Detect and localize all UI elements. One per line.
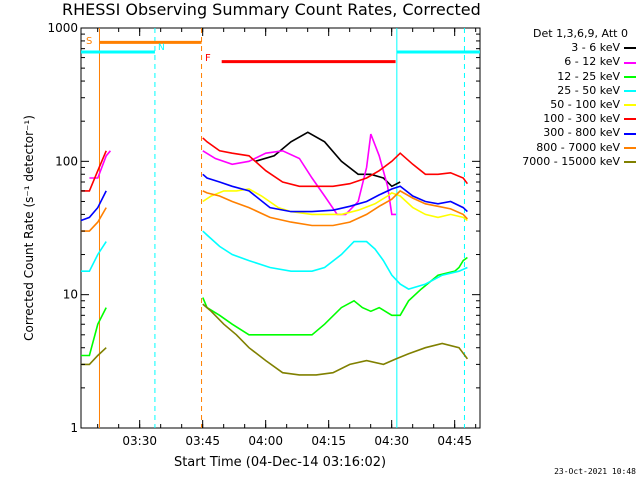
legend-item: 25 - 50 keV: [484, 84, 636, 98]
x-tick-label: 04:30: [374, 434, 409, 448]
y-tick-label: 1000: [47, 21, 78, 35]
series-lines: [80, 131, 469, 376]
series-line-5: [81, 150, 107, 192]
legend-swatch: [624, 47, 636, 50]
legend-item: 12 - 25 keV: [484, 70, 636, 84]
series-line-6: [80, 190, 107, 222]
series-line-3: [81, 241, 107, 272]
x-axis-label: Start Time (04-Dec-14 03:16:02): [174, 455, 386, 470]
timestamp: 23-Oct-2021 10:48: [554, 467, 636, 476]
legend-swatch: [624, 61, 636, 64]
plot-frame: [80, 27, 481, 429]
x-axis: 03:30 03:45 04:00 04:15 04:30 04:45: [97, 28, 477, 448]
legend-item: 100 - 300 keV: [484, 112, 636, 126]
legend-rows: 3 - 6 keV 6 - 12 keV 12 - 25 keV 25 - 50 ke…: [484, 41, 636, 169]
series-line-5: [202, 137, 469, 188]
legend-swatch: [624, 75, 636, 78]
legend: Det 1,3,6,9, Att 0 3 - 6 keV 6 - 12 keV 12…: [484, 27, 636, 169]
legend-header: Det 1,3,6,9, Att 0: [533, 27, 628, 40]
legend-swatch: [624, 132, 636, 135]
legend-swatch: [624, 160, 636, 163]
series-line-3: [202, 230, 468, 290]
series-line-8: [81, 347, 107, 366]
series-line-2: [81, 307, 107, 357]
legend-label: 25 - 50 keV: [557, 83, 620, 97]
legend-item: 300 - 800 keV: [484, 126, 636, 140]
y-tick-label: 10: [63, 288, 78, 302]
series-line-7: [81, 207, 107, 232]
x-tick-label: 04:45: [437, 434, 472, 448]
x-tick-label: 04:15: [311, 434, 346, 448]
legend-label: 3 - 6 keV: [571, 41, 620, 55]
vertical-markers: [98, 28, 465, 428]
legend-swatch: [624, 146, 636, 149]
legend-label: 300 - 800 keV: [543, 126, 620, 140]
legend-item: 800 - 7000 keV: [484, 141, 636, 155]
legend-swatch: [624, 104, 636, 107]
legend-label: 12 - 25 keV: [557, 69, 620, 83]
legend-item: 50 - 100 keV: [484, 98, 636, 112]
annotation-n: N: [158, 43, 165, 53]
series-line-6: [202, 173, 468, 213]
x-tick-label: 03:45: [185, 434, 220, 448]
chart-title: RHESSI Observing Summary Count Rates, Co…: [62, 0, 481, 19]
legend-item: 3 - 6 keV: [484, 41, 636, 55]
series-line-1: [202, 133, 396, 216]
legend-item: 7000 - 15000 keV: [484, 155, 636, 169]
y-tick-label: 1: [70, 421, 78, 435]
y-axis: 1 10 100 1000: [47, 21, 480, 435]
x-tick-label: 04:00: [248, 434, 283, 448]
legend-item: 6 - 12 keV: [484, 55, 636, 69]
legend-label: 50 - 100 keV: [550, 98, 620, 112]
legend-label: 800 - 7000 keV: [536, 140, 620, 154]
legend-label: 100 - 300 keV: [543, 112, 620, 126]
legend-label: 7000 - 15000 keV: [522, 154, 620, 168]
series-line-2: [202, 256, 468, 336]
annotation-s: S: [86, 36, 92, 47]
y-axis-label: Corrected Count Rate (s⁻¹ detector⁻¹): [22, 115, 36, 341]
series-line-8: [202, 303, 469, 376]
y-tick-label: 100: [55, 154, 78, 168]
legend-label: 6 - 12 keV: [564, 55, 620, 69]
observing-bars: [81, 40, 480, 64]
x-tick-label: 03:30: [122, 434, 157, 448]
annotation-f: F: [205, 53, 211, 64]
series-line-1: [89, 150, 112, 179]
legend-swatch: [624, 118, 636, 121]
series-line-7: [202, 189, 468, 227]
legend-swatch: [624, 89, 636, 92]
